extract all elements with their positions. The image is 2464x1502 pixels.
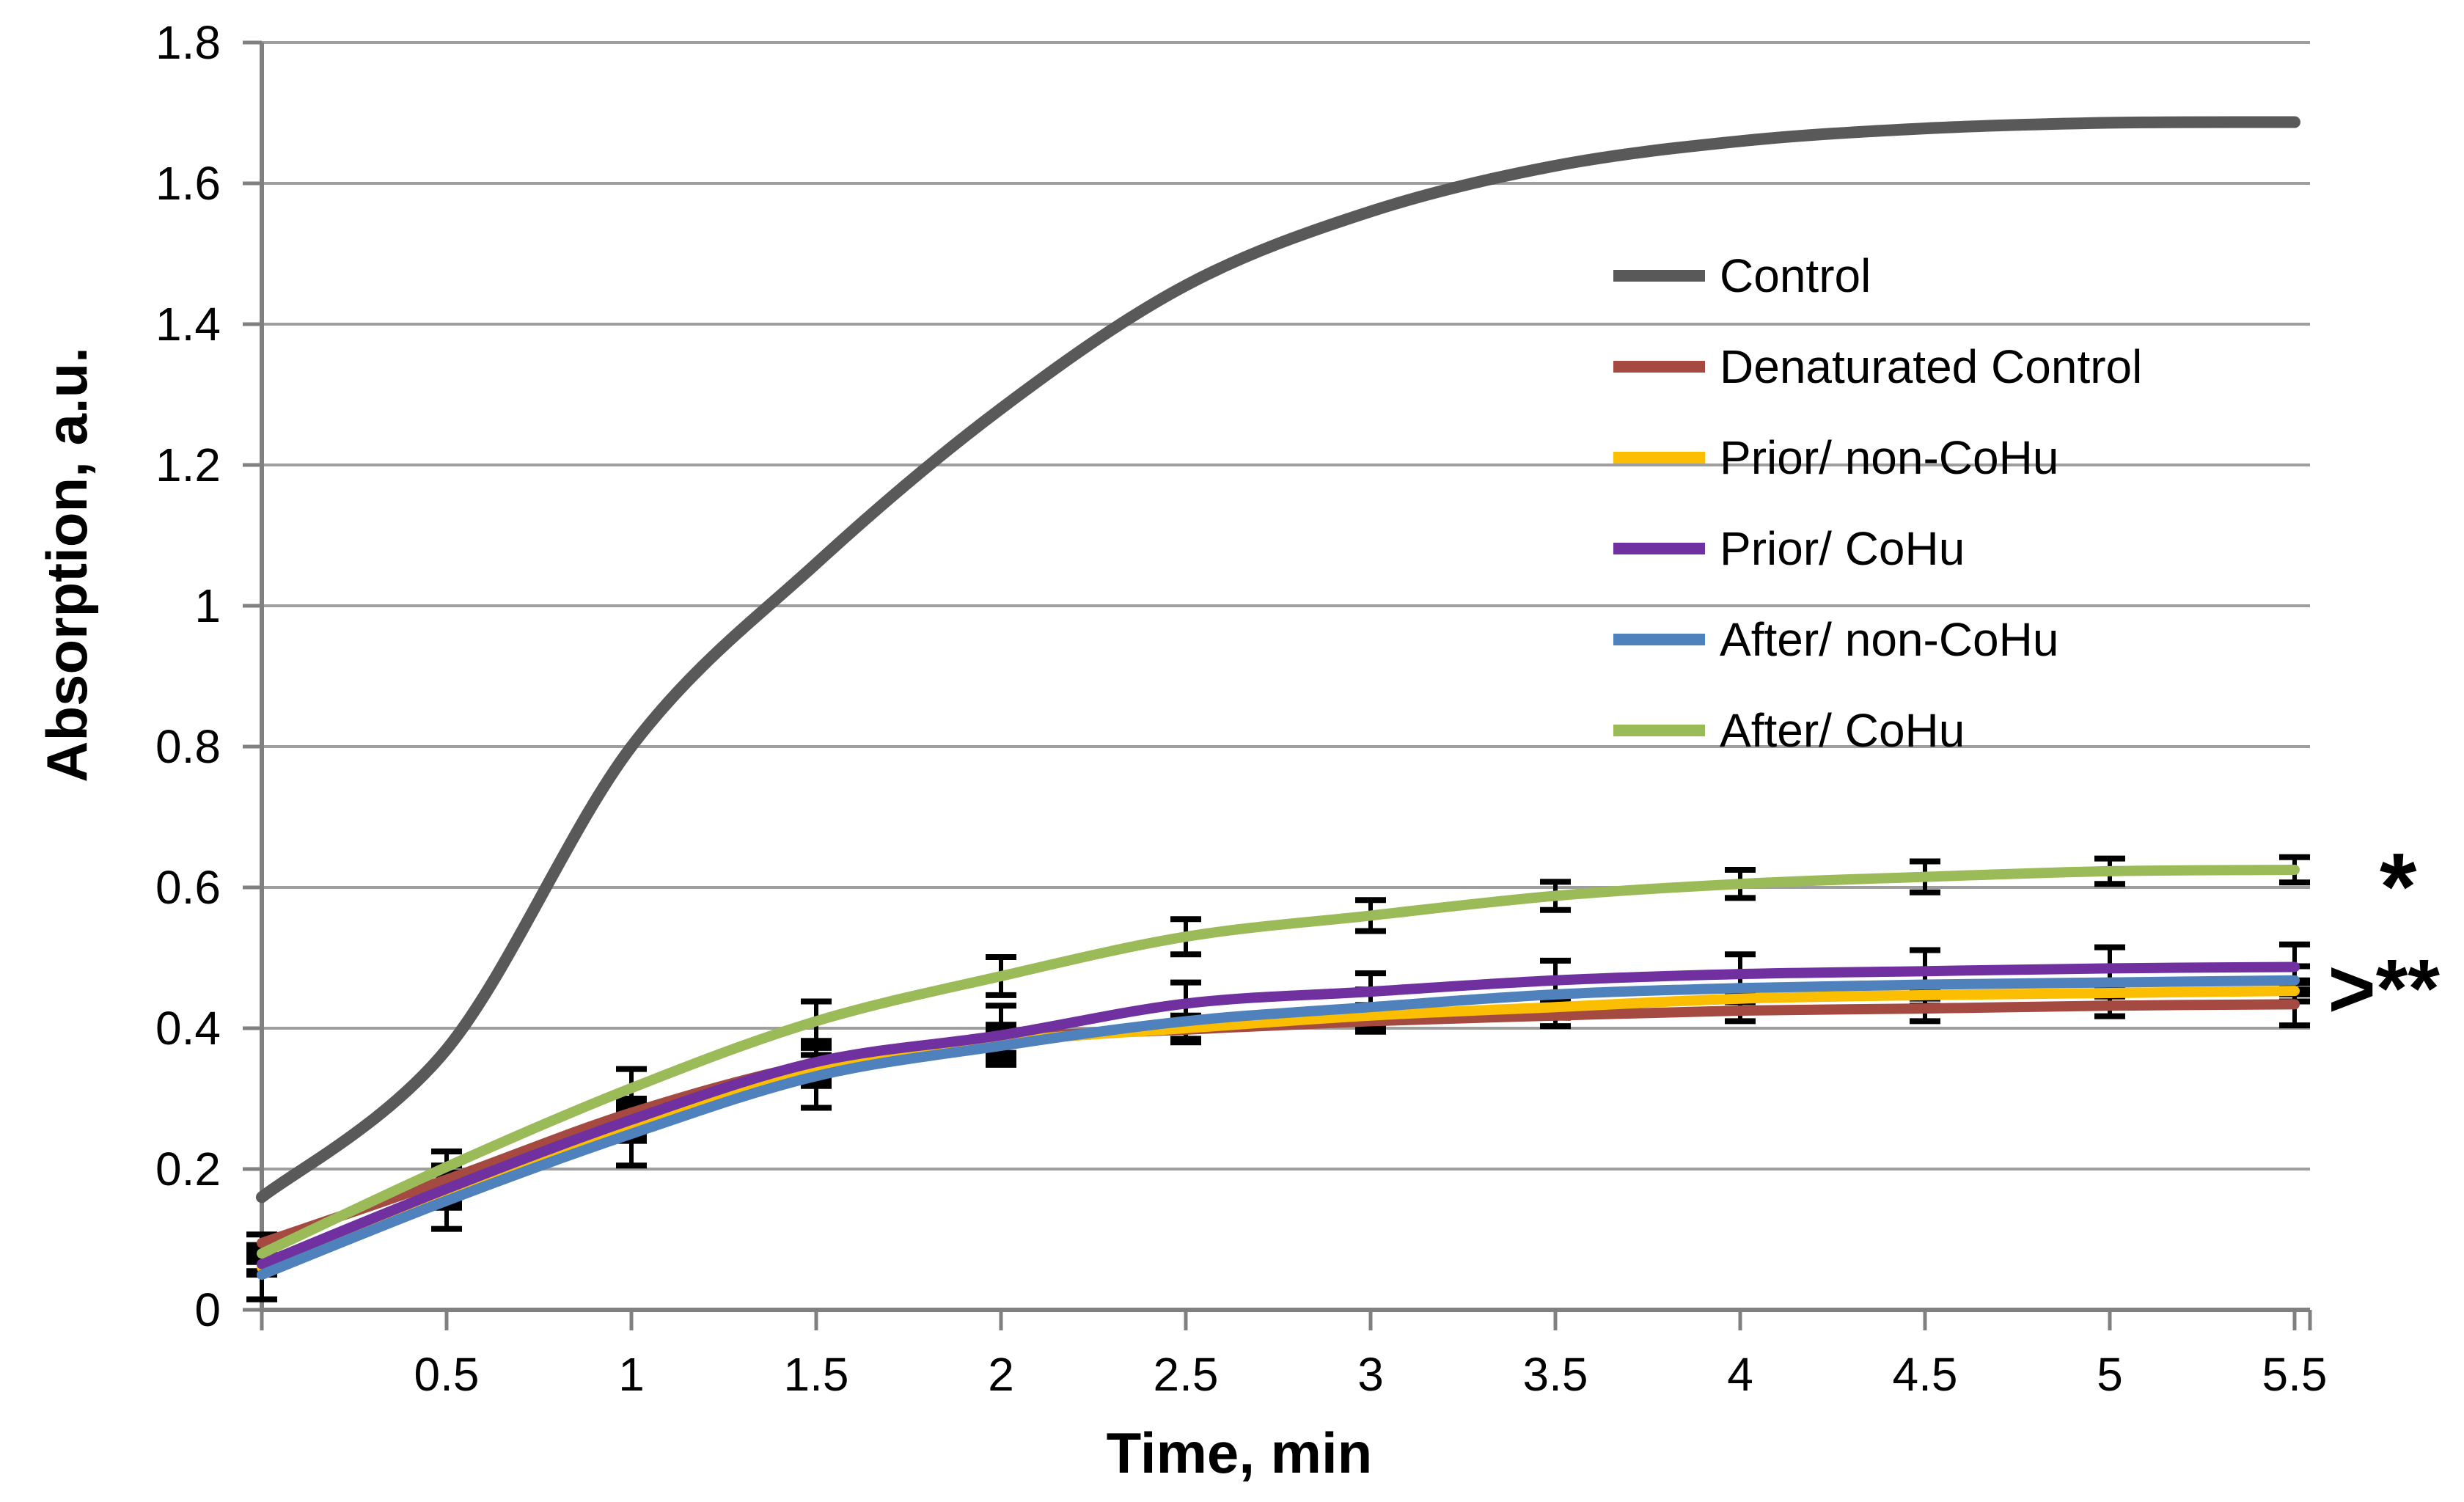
y-tick-label-1.4: 1.4	[155, 298, 221, 351]
y-tick-label-1.8: 1.8	[155, 16, 221, 69]
series-line-prior-non-cohu	[257, 986, 2300, 1273]
legend-item-control: Control	[1613, 249, 1871, 302]
x-tick-label-4: 4	[1727, 1348, 1753, 1401]
legend-item-after-non-cohu: After/ non-CoHu	[1613, 613, 2058, 666]
gridlines-group	[262, 41, 2310, 1171]
legend-label-control: Control	[1720, 249, 1871, 302]
series-line-after-non-cohu	[257, 975, 2300, 1280]
x-tick-label-3: 3	[1357, 1348, 1384, 1401]
y-tick-label-0: 0	[194, 1283, 221, 1336]
y-axis-title: Absorption, a.u.	[34, 347, 99, 783]
series-line-after-cohu	[257, 865, 2300, 1259]
legend-label-after-cohu: After/ CoHu	[1720, 704, 1965, 757]
y-tick-label-1: 1	[194, 579, 221, 632]
annotations-group: *>**	[2328, 833, 2440, 1035]
x-tick-label-5.5: 5.5	[2262, 1348, 2328, 1401]
tick-marks-group	[243, 40, 2312, 1330]
y-tick-label-1.6: 1.6	[155, 157, 221, 210]
x-tick-label-4.5: 4.5	[1893, 1348, 1958, 1401]
x-tick-label-1.5: 1.5	[784, 1348, 849, 1401]
y-tick-label-0.2: 0.2	[155, 1143, 221, 1195]
legend-item-prior-non-cohu: Prior/ non-CoHu	[1613, 431, 2058, 484]
x-tick-label-3.5: 3.5	[1523, 1348, 1588, 1401]
error-bars-after-cohu	[246, 854, 2310, 1265]
y-tick-label-0.8: 0.8	[155, 720, 221, 773]
legend-label-after-non-cohu: After/ non-CoHu	[1720, 613, 2058, 666]
x-tick-label-1: 1	[618, 1348, 645, 1401]
annotation-greater-double-asterisk: >**	[2328, 943, 2440, 1035]
legend-item-prior-cohu: Prior/ CoHu	[1613, 522, 1965, 575]
y-tick-label-0.4: 0.4	[155, 1002, 221, 1055]
x-tick-label-5: 5	[2097, 1348, 2123, 1401]
legend-label-prior-non-cohu: Prior/ non-CoHu	[1720, 431, 2058, 484]
legend-item-denaturated-control: Denaturated Control	[1613, 340, 2142, 393]
legend-label-prior-cohu: Prior/ CoHu	[1720, 522, 1965, 575]
annotation-asterisk: *	[2380, 833, 2417, 940]
series-line-prior-cohu	[257, 961, 2300, 1270]
legend: Control Denaturated Control Prior/ non-CoH…	[1613, 249, 2142, 757]
y-tick-label-1.2: 1.2	[155, 439, 221, 491]
tick-labels-group: 0 0.2 0.4 0.6 0.8 1 1.2 1.4 1.6 1.8 0.5 1 1.5 2 2.5 3 3.…	[155, 16, 2327, 1401]
legend-label-denaturated-control: Denaturated Control	[1720, 340, 2142, 393]
x-tick-label-2.5: 2.5	[1154, 1348, 1219, 1401]
series-line-denaturated-control	[257, 999, 2300, 1248]
series-line-control	[256, 116, 2300, 1204]
axes-group	[260, 43, 2310, 1312]
legend-item-after-cohu: After/ CoHu	[1613, 704, 1965, 757]
y-tick-label-0.6: 0.6	[155, 861, 221, 914]
x-tick-label-0.5: 0.5	[414, 1348, 480, 1401]
series-lines-group	[256, 116, 2300, 1280]
x-tick-label-2: 2	[988, 1348, 1014, 1401]
x-axis-title: Time, min	[1107, 1421, 1373, 1485]
